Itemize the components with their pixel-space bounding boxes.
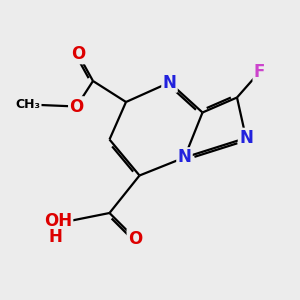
Text: N: N: [163, 74, 176, 92]
Text: CH₃: CH₃: [16, 98, 41, 112]
Text: O: O: [71, 45, 85, 63]
Text: F: F: [254, 63, 265, 81]
Text: N: N: [178, 148, 191, 166]
Text: OH: OH: [44, 212, 72, 230]
Text: O: O: [128, 230, 142, 247]
Text: N: N: [239, 129, 253, 147]
Text: H: H: [49, 228, 62, 246]
Text: O: O: [69, 98, 84, 116]
